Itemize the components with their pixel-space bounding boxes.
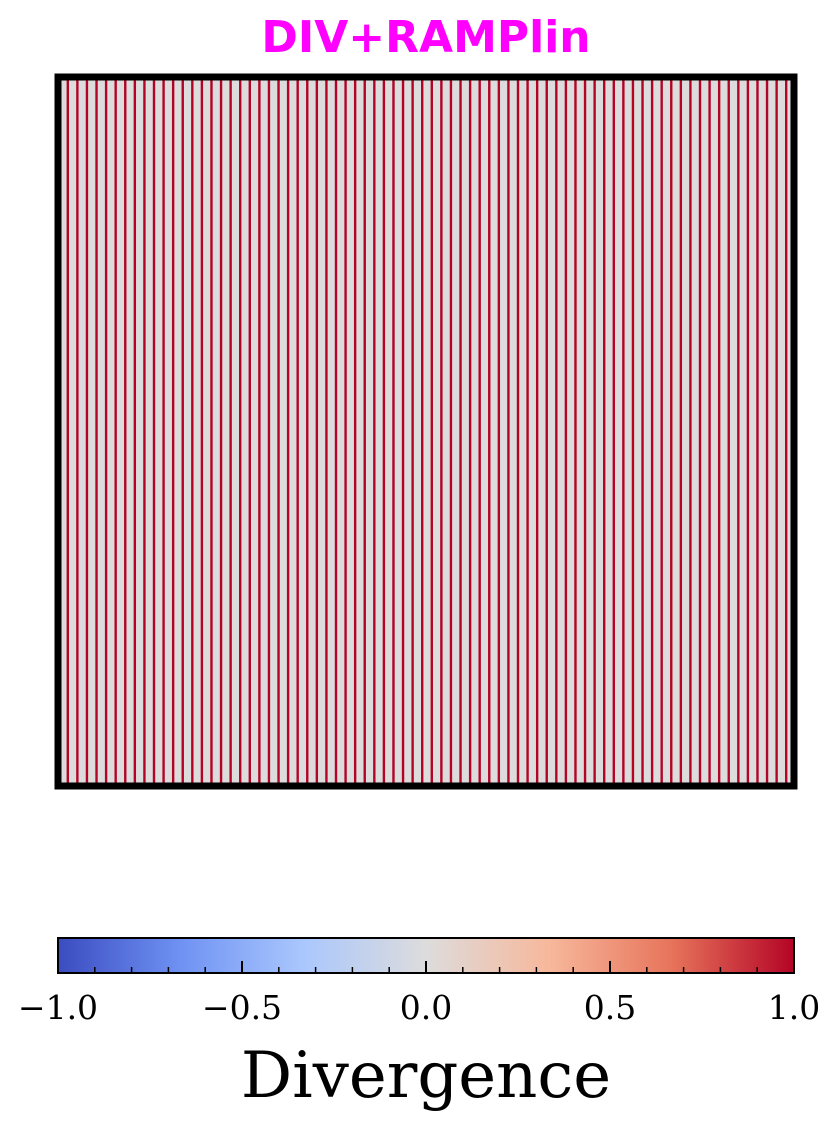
- colorbar-label: Divergence: [241, 1039, 611, 1113]
- colorbar-tick-label: 1.0: [768, 988, 820, 1027]
- stripe-group: [66, 77, 788, 786]
- colorbar-tick-labels: −1.0 −0.5 0.0 0.5 1.0: [18, 988, 820, 1027]
- chart-title: DIV+RAMPlin: [261, 12, 590, 63]
- colorbar-tick-label: 0.5: [584, 988, 636, 1027]
- colorbar-ticks: [57, 961, 795, 973]
- plot-frame: [54, 73, 798, 790]
- colorbar-tick-label: −0.5: [202, 988, 282, 1027]
- plot-background: [58, 77, 794, 786]
- colorbar-tick-label: −1.0: [18, 988, 98, 1027]
- colorbar-tick-label: 0.0: [400, 988, 452, 1027]
- plot-area: [54, 73, 798, 790]
- colorbar: −1.0 −0.5 0.0 0.5 1.0 Divergence: [18, 937, 820, 1113]
